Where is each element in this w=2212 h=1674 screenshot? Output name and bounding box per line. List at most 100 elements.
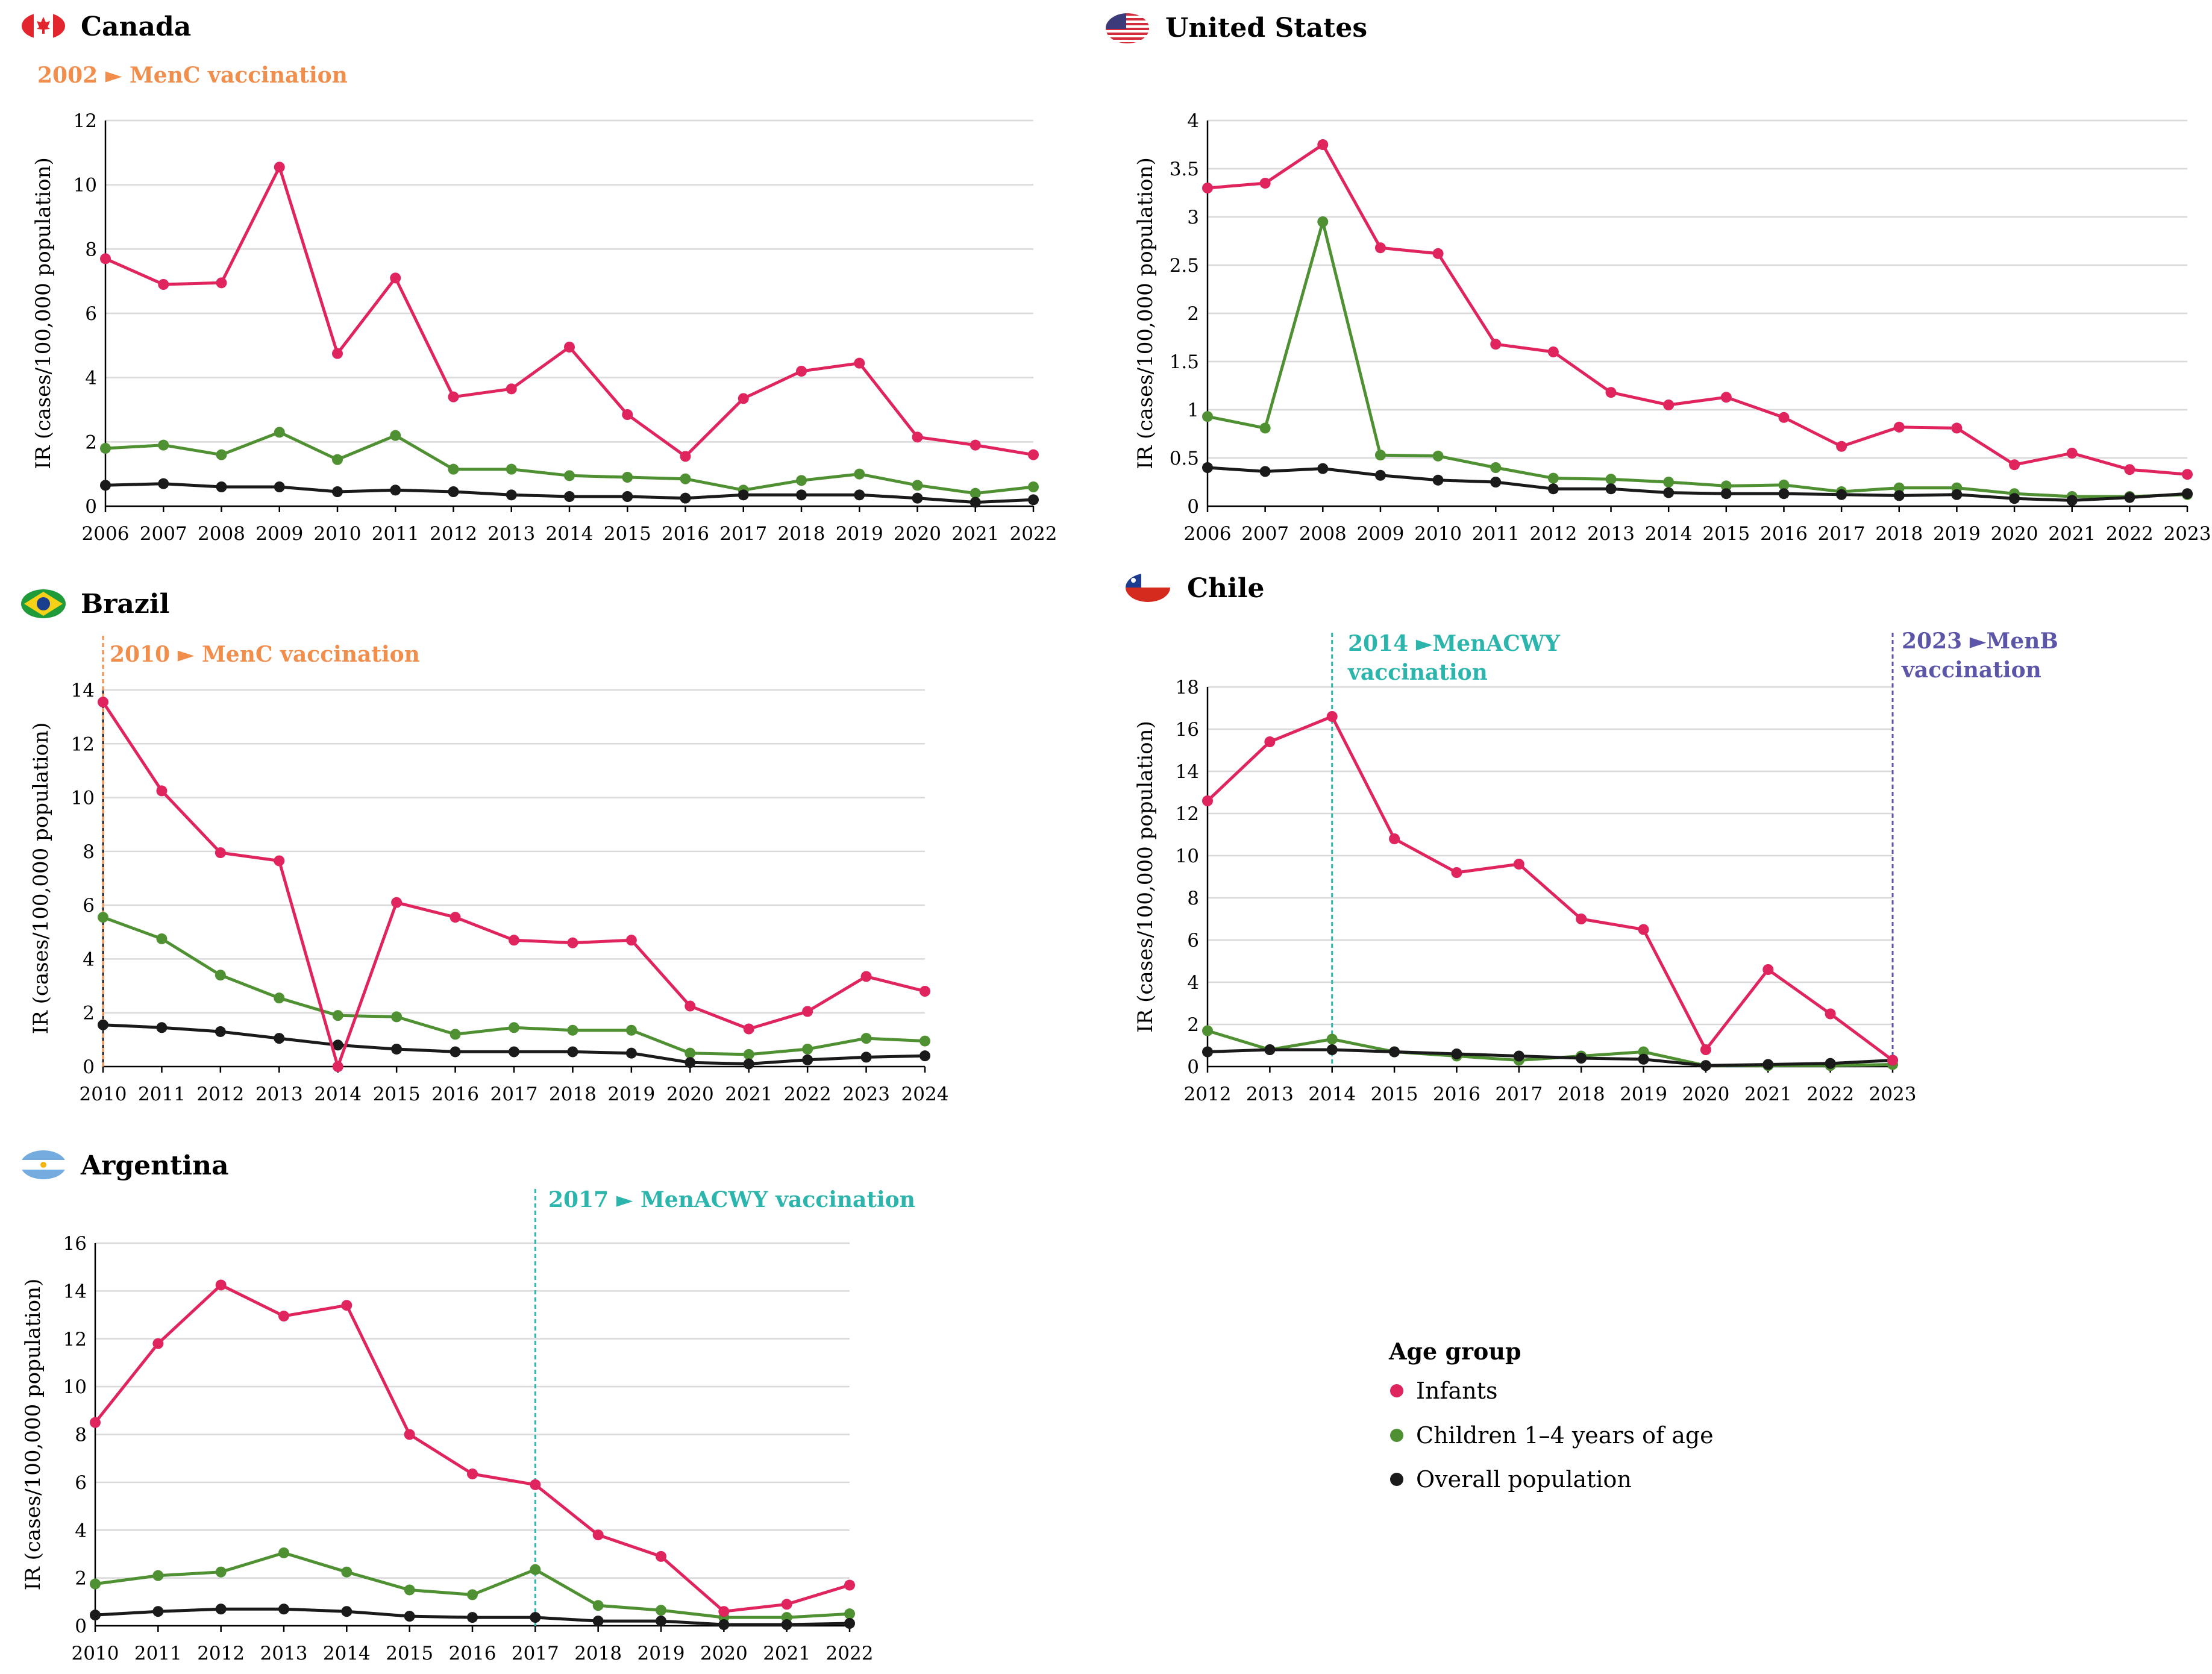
brazil-infants-point: [509, 935, 519, 946]
united-states-infants-point: [1893, 421, 1905, 433]
canada-infants-point: [796, 366, 807, 377]
argentina-children-point: [90, 1578, 101, 1590]
brazil-xtick-label: 2010: [80, 1083, 127, 1105]
legend-infants-marker: [1390, 1384, 1403, 1397]
canada-children-point: [1028, 481, 1039, 492]
brazil-title: Brazil: [81, 589, 169, 619]
canada-infants-point: [622, 409, 633, 420]
argentina-children-point: [215, 1566, 227, 1578]
canada-children-point: [390, 430, 401, 441]
chile-ytick-label: 8: [1187, 888, 1199, 909]
united-states-overall-point: [1547, 483, 1559, 495]
argentina-xtick-label: 2016: [449, 1643, 497, 1664]
brazil-overall-point: [98, 1019, 108, 1030]
united-states-xtick-label: 2006: [1184, 523, 1232, 545]
canada-xtick-label: 2008: [198, 523, 245, 545]
canada-ytick-label: 10: [74, 175, 97, 196]
chile-ytick-label: 14: [1176, 761, 1199, 783]
canada-ytick-label: 0: [85, 496, 97, 518]
argentina-flag-icon: [20, 1150, 66, 1179]
united-states-y-axis-title: IR (cases/100,000 population): [1133, 157, 1158, 469]
brazil-infants-point: [98, 697, 108, 708]
chile-xtick-label: 2012: [1184, 1083, 1232, 1105]
chile-overall-point: [1762, 1059, 1774, 1070]
argentina-ytick-label: 8: [75, 1425, 87, 1446]
chile-menb-label-line2: vaccination: [1901, 657, 2041, 683]
argentina-infants-point: [781, 1599, 792, 1610]
brazil-ytick-label: 4: [83, 948, 95, 970]
chile-menb-label-line1: 2023 ►MenB: [1902, 629, 2058, 654]
argentina-infants-line: [93, 1284, 851, 1613]
canada-xtick-label: 2017: [719, 523, 767, 545]
brazil-children-point: [156, 933, 168, 944]
argentina-xtick-label: 2019: [638, 1643, 685, 1664]
brazil-infants-point: [743, 1023, 754, 1035]
argentina-xtick-label: 2014: [323, 1643, 371, 1664]
canada-xtick-label: 2006: [82, 523, 130, 545]
canada-overall-point: [738, 489, 749, 501]
united-states-ytick-label: 2: [1187, 303, 1199, 325]
argentina-infants-point: [341, 1300, 352, 1311]
brazil-children-point: [743, 1049, 754, 1060]
canada-flag-icon: [22, 13, 65, 39]
chile-xtick-label: 2015: [1371, 1083, 1418, 1105]
united-states-ytick-label: 3: [1187, 207, 1199, 228]
argentina-children-point: [278, 1547, 289, 1558]
united-states-overall-point: [1720, 488, 1732, 500]
united-states-overall-point: [2182, 488, 2193, 500]
united-states-children-point: [1432, 450, 1444, 462]
canada-children-point: [680, 473, 691, 484]
united-states-children-point: [1720, 480, 1732, 492]
chile-overall-point: [1576, 1053, 1587, 1064]
argentina-overall-point: [656, 1616, 666, 1627]
united-states-xtick-label: 2009: [1356, 523, 1404, 545]
canada-ytick-label: 6: [85, 303, 97, 325]
canada-children-point: [448, 463, 459, 475]
canada-overall-point: [680, 492, 691, 504]
chile-infants-point: [1887, 1055, 1898, 1066]
canada-xtick-label: 2018: [778, 523, 826, 545]
chile-chart: 0 2 4 6 8 10 12 14 16 18 2012 2013 2014 2015 2016 2017 2…: [1133, 633, 1916, 1105]
brazil-infants-point: [802, 1006, 813, 1017]
chile-infants-point: [1389, 833, 1400, 844]
brazil-xtick-label: 2021: [725, 1083, 772, 1105]
united-states-infants-point: [2009, 459, 2020, 471]
canada-overall-point: [274, 481, 285, 492]
legend-title: Age group: [1388, 1338, 1521, 1365]
brazil-children-point: [98, 912, 108, 923]
canada-overall-point: [564, 491, 575, 502]
argentina-ytick-label: 4: [75, 1520, 87, 1541]
argentina-infants-point: [215, 1279, 227, 1291]
brazil-children-point: [391, 1011, 403, 1023]
united-states-overall-point: [1951, 489, 1963, 500]
canada-infants-line: [104, 165, 1035, 458]
united-states-xtick-label: 2020: [1991, 523, 2038, 545]
argentina-infants-point: [656, 1550, 666, 1562]
chile-ytick-label: 12: [1176, 803, 1199, 825]
canada-chart: 0 2 4 6 8 10 12 2006 2007 2008 2009 2010 2011 2012 201…: [31, 110, 1057, 545]
united-states-children-point: [1663, 477, 1675, 487]
canada-infants-point: [854, 357, 865, 369]
canada-overall-point: [796, 489, 807, 501]
brazil-children-point: [567, 1024, 578, 1036]
chile-infants-point: [1513, 859, 1524, 870]
canada-xtick-label: 2012: [430, 523, 477, 545]
canada-children-point: [216, 449, 227, 460]
canada-infants-point: [216, 277, 227, 289]
united-states-overall-point: [1317, 463, 1329, 474]
legend: Age group Infants Children 1–4 years of …: [1388, 1338, 1714, 1493]
canada-overall-point: [390, 484, 401, 496]
chile-ytick-label: 16: [1176, 719, 1199, 741]
chile-menacwy-label-line1: 2014 ►MenACWY: [1348, 631, 1561, 656]
chile-overall-point: [1700, 1060, 1711, 1071]
argentina-xtick-label: 2022: [826, 1643, 874, 1664]
brazil-overall-point: [509, 1046, 519, 1058]
canada-xtick-label: 2013: [487, 523, 535, 545]
argentina-infants-point: [530, 1479, 541, 1490]
brazil-overall-point: [391, 1043, 403, 1055]
canada-children-point: [274, 427, 285, 438]
brazil-xtick-label: 2023: [842, 1083, 890, 1105]
united-states-infants-point: [2182, 469, 2193, 480]
united-states-chart: 0 0.5 1 1.5 2 2.5 3 3.5 4 2006 2007 2008 2009 2010 201…: [1133, 110, 2211, 545]
chile-ytick-label: 10: [1176, 845, 1199, 867]
